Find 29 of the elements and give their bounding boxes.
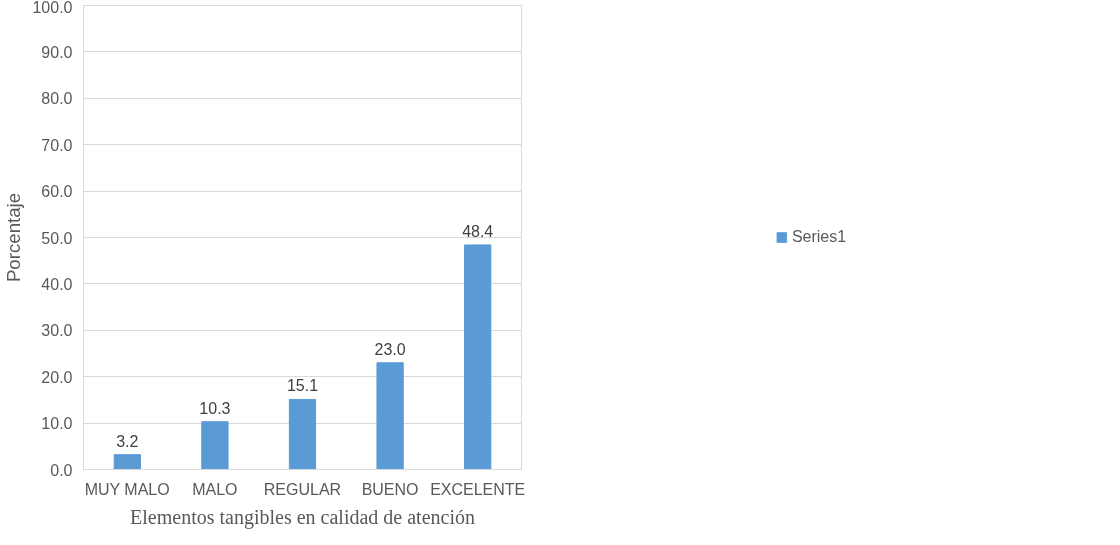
text: 15.1 — [286, 377, 319, 395]
bar — [376, 362, 404, 470]
bar — [464, 244, 492, 470]
y-tick-label: 30.0 — [41, 322, 73, 340]
text: 23.0 — [374, 340, 406, 358]
y-tick-label: 10.0 — [41, 415, 73, 433]
x-tick-label: REGULAR — [263, 480, 342, 498]
y-tick-label: 80.0 — [41, 90, 73, 108]
y-tick-label: 90.0 — [41, 43, 73, 61]
text: 48.4 — [462, 222, 494, 240]
x-axis-title: Elementos tangibles en calidad de atención — [130, 505, 475, 529]
y-tick-label: 20.0 — [41, 368, 73, 386]
bar — [201, 421, 229, 470]
y-axis-title: Porcentaje — [3, 192, 25, 283]
y-tick-label: 40.0 — [41, 275, 73, 293]
legend-label: Series1 — [791, 228, 847, 246]
y-tick-label: 100.0 — [32, 0, 73, 16]
text: 3.2 — [116, 432, 139, 450]
bar — [288, 398, 317, 470]
y-tick-label: 60.0 — [41, 183, 73, 201]
bar — [113, 454, 141, 470]
y-tick-label: 0.0 — [50, 461, 73, 479]
y-tick-label: 70.0 — [41, 136, 73, 154]
y-tick-label: 50.0 — [41, 229, 73, 247]
x-tick-label: EXCELENTE — [430, 480, 526, 498]
text: 10.3 — [199, 399, 231, 417]
x-tick-label: BUENO — [361, 480, 419, 498]
x-tick-label: MUY MALO — [84, 480, 170, 498]
x-tick-label: MALO — [192, 480, 238, 498]
